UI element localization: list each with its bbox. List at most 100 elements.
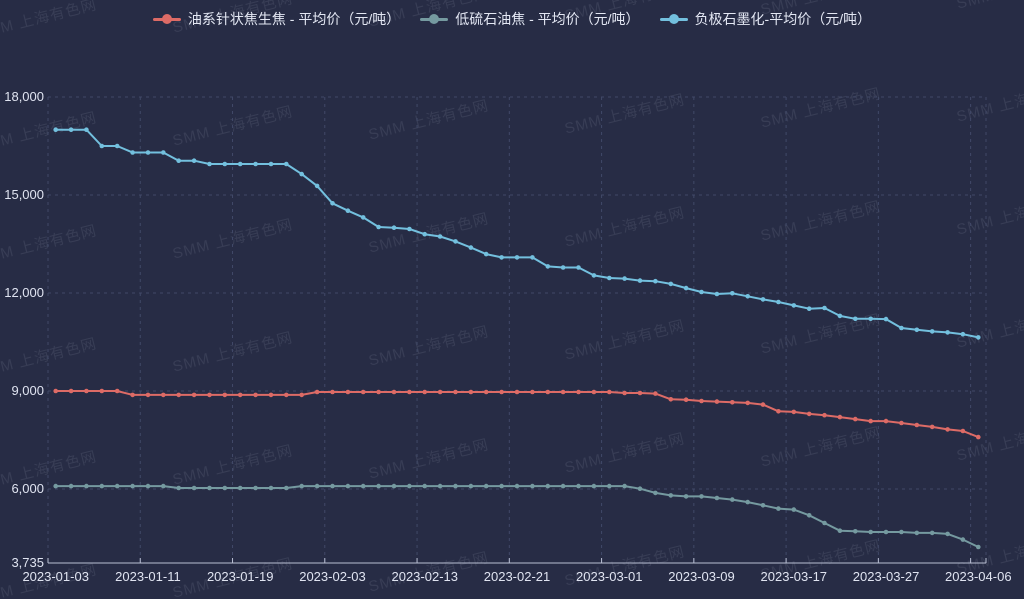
data-point-marker — [468, 389, 474, 395]
data-point-marker — [114, 388, 120, 394]
data-point-marker — [114, 143, 120, 149]
data-point-marker — [253, 485, 258, 491]
data-point-marker — [53, 483, 58, 489]
data-point-marker — [791, 507, 797, 512]
data-point-marker — [284, 392, 289, 398]
data-point-marker — [483, 251, 489, 257]
data-point-marker — [699, 494, 704, 499]
data-point-marker — [699, 289, 704, 295]
data-point-marker — [960, 331, 966, 337]
data-point-marker — [837, 528, 843, 533]
data-point-marker — [607, 483, 612, 489]
data-point-marker — [560, 265, 566, 270]
data-point-marker — [499, 255, 504, 260]
legend-item-1[interactable]: 低硫石油焦 - 平均价（元/吨） — [420, 10, 640, 28]
data-point-marker — [468, 245, 474, 250]
data-point-marker — [822, 412, 827, 418]
data-point-marker — [99, 388, 105, 394]
y-axis-label: 12,000 — [4, 285, 44, 300]
data-point-marker — [545, 483, 551, 489]
data-point-marker — [422, 231, 428, 237]
data-point-marker — [145, 392, 151, 398]
data-point-marker — [299, 171, 305, 177]
data-point-marker — [853, 529, 858, 534]
data-point-marker — [791, 409, 797, 415]
data-point-marker — [161, 392, 166, 398]
data-point-marker — [545, 389, 551, 395]
data-point-marker — [284, 485, 289, 491]
data-point-marker — [84, 388, 89, 394]
data-point-marker — [237, 392, 243, 398]
data-point-marker — [914, 327, 920, 333]
y-axis-label: 18,000 — [4, 89, 44, 104]
data-point-marker — [976, 544, 981, 550]
data-point-marker — [837, 414, 843, 420]
data-point-marker — [776, 409, 781, 414]
data-point-marker — [176, 392, 181, 398]
data-point-marker — [437, 483, 443, 489]
data-point-marker — [191, 158, 197, 163]
y-axis-label: 9,000 — [11, 383, 44, 398]
data-point-marker — [407, 226, 412, 232]
data-point-marker — [976, 434, 981, 440]
data-point-marker — [976, 335, 981, 340]
x-axis-label: 2023-02-21 — [483, 569, 551, 584]
data-point-marker — [222, 392, 228, 398]
data-point-marker — [914, 530, 920, 536]
data-point-marker — [730, 497, 735, 502]
data-point-marker — [299, 483, 305, 489]
legend-line-dot-icon — [152, 13, 181, 25]
data-point-marker — [299, 392, 305, 398]
chart-legend: 油系针状焦生焦 - 平均价（元/吨） 低硫石油焦 - 平均价（元/吨） 负极石墨化-… — [0, 10, 1024, 28]
data-point-marker — [376, 389, 381, 395]
data-point-marker — [99, 143, 105, 149]
series-line — [54, 485, 980, 548]
data-point-marker — [330, 389, 335, 395]
y-axis-label: 15,000 — [4, 187, 44, 202]
data-point-marker — [422, 483, 428, 489]
data-point-marker — [314, 389, 320, 395]
data-point-marker — [960, 428, 966, 434]
data-point-marker — [637, 486, 643, 492]
legend-item-2[interactable]: 负极石墨化-平均价（元/吨） — [659, 10, 871, 28]
legend-item-0[interactable]: 油系针状焦生焦 - 平均价（元/吨） — [152, 10, 400, 28]
x-axis-label: 2023-03-09 — [668, 569, 735, 584]
data-point-marker — [560, 389, 566, 395]
data-point-marker — [806, 411, 812, 417]
data-point-marker — [330, 201, 335, 206]
data-point-marker — [668, 397, 674, 402]
data-point-marker — [806, 306, 812, 312]
data-point-marker — [84, 127, 89, 132]
data-point-marker — [53, 127, 58, 132]
data-point-marker — [853, 316, 858, 322]
data-point-marker — [284, 161, 289, 167]
x-axis-label: 2023-04-06 — [945, 569, 1012, 584]
data-point-marker — [407, 389, 412, 395]
data-point-marker — [899, 529, 904, 535]
data-point-marker — [514, 389, 520, 395]
data-point-marker — [730, 291, 735, 296]
data-point-marker — [237, 161, 243, 167]
data-point-marker — [391, 225, 397, 230]
data-point-marker — [745, 499, 750, 505]
data-point-marker — [960, 537, 966, 542]
data-point-marker — [161, 150, 166, 155]
x-axis-label: 2023-02-03 — [299, 569, 366, 584]
data-point-marker — [391, 389, 397, 395]
legend-line-dot-icon — [420, 13, 449, 25]
data-point-marker — [929, 530, 935, 536]
data-point-marker — [899, 325, 904, 331]
x-axis-label: 2023-01-03 — [22, 569, 89, 584]
data-point-marker — [683, 285, 689, 291]
x-axis-label: 2023-03-17 — [760, 569, 828, 584]
data-point-marker — [222, 485, 228, 491]
data-point-marker — [683, 397, 689, 403]
data-point-marker — [514, 483, 520, 489]
data-point-marker — [591, 483, 597, 489]
x-axis-label: 2023-02-13 — [391, 569, 458, 584]
data-point-marker — [699, 398, 704, 404]
data-point-marker — [453, 239, 458, 244]
data-point-marker — [622, 276, 627, 281]
data-point-marker — [360, 389, 366, 395]
